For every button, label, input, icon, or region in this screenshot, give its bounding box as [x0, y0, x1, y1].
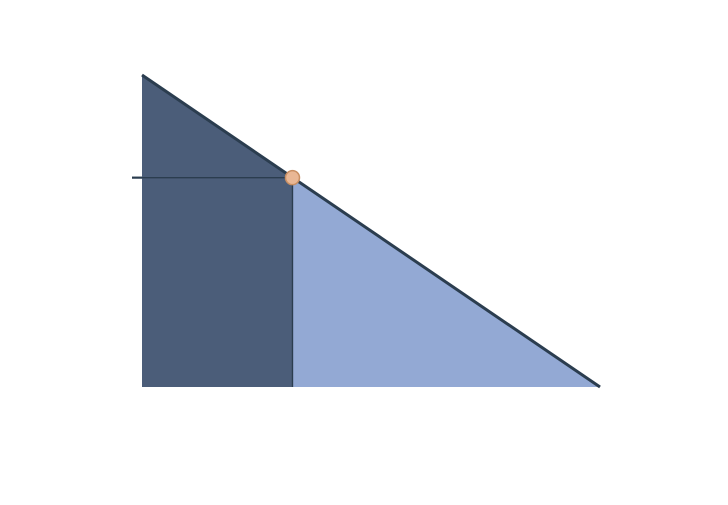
bivalence-point [285, 171, 299, 185]
